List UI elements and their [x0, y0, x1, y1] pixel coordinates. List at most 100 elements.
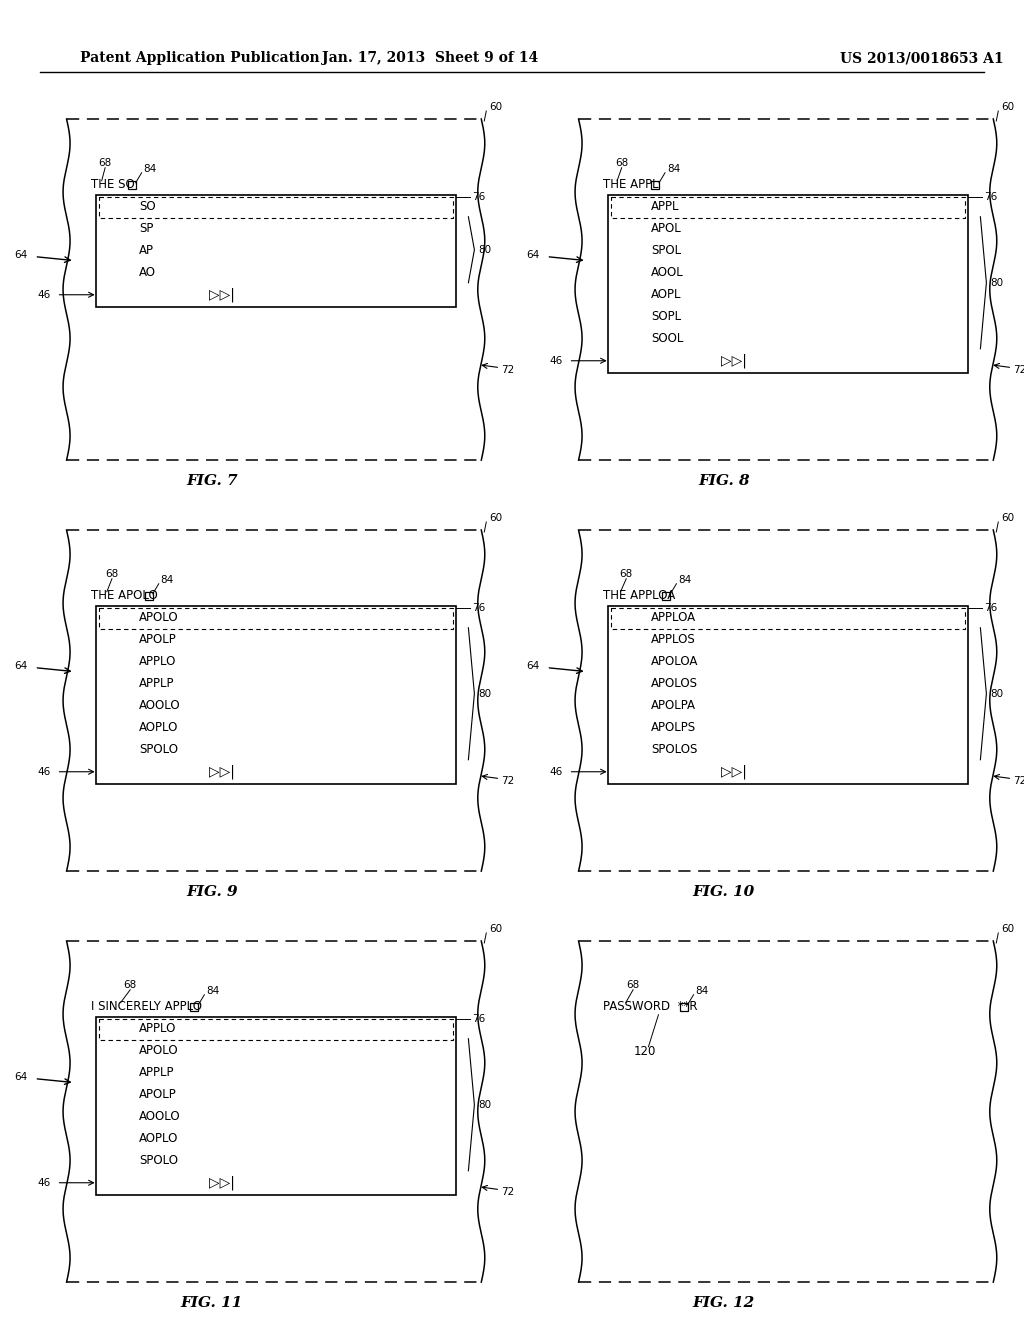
Text: 80: 80	[478, 244, 492, 255]
Text: APPLO: APPLO	[139, 1023, 176, 1035]
Text: AOPLO: AOPLO	[139, 721, 178, 734]
Text: THE SO: THE SO	[91, 178, 135, 191]
Text: 84: 84	[667, 164, 680, 174]
Text: ▷▷|: ▷▷|	[721, 766, 746, 780]
Text: 84: 84	[143, 164, 157, 174]
Text: APPLP: APPLP	[139, 677, 174, 690]
Text: APOLP: APOLP	[139, 634, 176, 647]
Bar	[98, 1019, 454, 1040]
Bar	[651, 181, 659, 189]
Text: 60: 60	[489, 513, 503, 523]
Text: THE APPL: THE APPL	[603, 178, 659, 191]
Text: APPLOS: APPLOS	[651, 634, 695, 647]
Text: APOLP: APOLP	[139, 1089, 176, 1101]
Text: AOPL: AOPL	[651, 288, 681, 301]
Text: APOLO: APOLO	[139, 1044, 178, 1057]
Text: 80: 80	[478, 689, 492, 698]
Text: 84: 84	[207, 986, 219, 995]
Text: FIG. 9: FIG. 9	[186, 884, 238, 899]
Text: SP: SP	[139, 222, 154, 235]
Text: 72: 72	[502, 1187, 514, 1197]
Text: THE APPLOA: THE APPLOA	[603, 589, 676, 602]
Text: I SINCERELY APPLO: I SINCERELY APPLO	[91, 1001, 203, 1014]
Text: 68: 68	[98, 158, 112, 168]
Text: 68: 68	[105, 569, 119, 578]
Text: FIG. 8: FIG. 8	[698, 474, 750, 487]
Text: APPLO: APPLO	[139, 655, 176, 668]
Text: 76: 76	[984, 191, 997, 202]
Bar	[95, 195, 457, 306]
Text: 76: 76	[472, 1014, 485, 1024]
Text: 84: 84	[161, 574, 174, 585]
Text: 84: 84	[679, 574, 691, 585]
Text: 64: 64	[526, 249, 539, 260]
Bar	[95, 1016, 457, 1195]
Text: PASSWORD  **R: PASSWORD **R	[603, 1001, 698, 1014]
Text: 64: 64	[14, 249, 27, 260]
Text: APOL: APOL	[651, 222, 682, 235]
Text: 68: 68	[124, 979, 137, 990]
Text: AO: AO	[139, 267, 156, 280]
Text: 68: 68	[615, 158, 629, 168]
Bar	[610, 607, 966, 628]
Text: ▷▷|: ▷▷|	[209, 1176, 234, 1191]
Text: US 2013/0018653 A1: US 2013/0018653 A1	[840, 51, 1004, 65]
Text: ▷▷|: ▷▷|	[209, 288, 234, 302]
Text: 46: 46	[550, 356, 563, 366]
Text: 76: 76	[472, 191, 485, 202]
Text: APOLO: APOLO	[139, 611, 178, 624]
Text: 64: 64	[14, 1072, 27, 1081]
Text: 46: 46	[38, 290, 51, 300]
Text: 60: 60	[489, 924, 503, 935]
Bar	[144, 591, 153, 599]
Text: FIG. 10: FIG. 10	[692, 884, 755, 899]
Text: SO: SO	[139, 201, 156, 214]
Text: APPLOA: APPLOA	[651, 611, 696, 624]
Bar	[607, 195, 969, 372]
Text: 80: 80	[990, 689, 1004, 698]
Text: 72: 72	[1014, 364, 1024, 375]
Text: 76: 76	[984, 603, 997, 612]
Text: 64: 64	[526, 660, 539, 671]
Text: 72: 72	[502, 776, 514, 785]
Text: AP: AP	[139, 244, 154, 257]
Text: 76: 76	[472, 603, 485, 612]
Text: 64: 64	[14, 660, 27, 671]
Text: APOLOA: APOLOA	[651, 655, 698, 668]
Text: 68: 68	[620, 569, 633, 578]
Text: SPOL: SPOL	[651, 244, 681, 257]
Bar	[663, 591, 671, 599]
Text: FIG. 11: FIG. 11	[180, 1296, 243, 1309]
Text: 46: 46	[38, 767, 51, 776]
Text: AOPLO: AOPLO	[139, 1133, 178, 1146]
Text: 60: 60	[1001, 513, 1015, 523]
Text: SPOLOS: SPOLOS	[651, 743, 697, 756]
Text: APOLOS: APOLOS	[651, 677, 698, 690]
Text: 46: 46	[38, 1177, 51, 1188]
Bar	[98, 607, 454, 628]
Text: SOPL: SOPL	[651, 310, 681, 323]
Bar	[95, 606, 457, 784]
Text: 72: 72	[502, 364, 514, 375]
Bar	[680, 1003, 687, 1011]
Text: Patent Application Publication: Patent Application Publication	[80, 51, 319, 65]
Text: SPOLO: SPOLO	[139, 743, 178, 756]
Text: 46: 46	[550, 767, 563, 776]
Text: APOLPS: APOLPS	[651, 721, 696, 734]
Text: 68: 68	[627, 979, 640, 990]
Text: AOOLO: AOOLO	[139, 1110, 180, 1123]
Bar	[98, 197, 454, 218]
Bar	[607, 606, 969, 784]
Bar	[128, 181, 135, 189]
Text: ▷▷|: ▷▷|	[209, 766, 234, 780]
Text: FIG. 7: FIG. 7	[186, 474, 238, 487]
Text: 84: 84	[695, 986, 709, 995]
Text: 60: 60	[1001, 924, 1015, 935]
Text: 80: 80	[478, 1100, 492, 1110]
Text: APOLPA: APOLPA	[651, 700, 696, 713]
Text: 80: 80	[990, 277, 1004, 288]
Text: SOOL: SOOL	[651, 333, 683, 346]
Text: AOOL: AOOL	[651, 267, 684, 280]
Text: 60: 60	[1001, 102, 1015, 112]
Text: 72: 72	[1014, 776, 1024, 785]
